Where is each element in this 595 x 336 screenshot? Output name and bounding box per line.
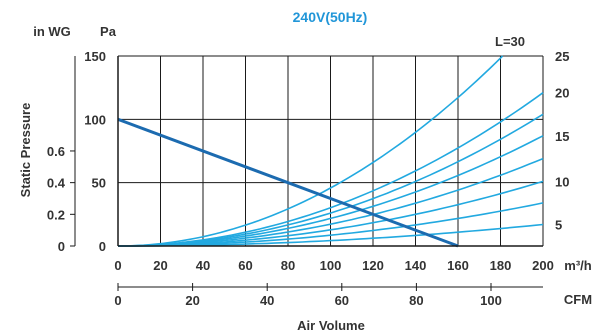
duct-curves — [117, 55, 544, 247]
duct-curve-label: 5 — [555, 217, 562, 232]
y-tick-label: 150 — [84, 49, 106, 64]
x-tick-label: 180 — [490, 258, 512, 273]
fan-curve-line — [117, 117, 459, 248]
chart-title: 240V(50Hz) — [293, 9, 368, 25]
y-secondary-tick-label: 0.4 — [47, 176, 66, 191]
x-tick-label: 140 — [405, 258, 427, 273]
x-secondary-tick-label: 20 — [185, 293, 199, 308]
x-axis-label: Air Volume — [297, 318, 365, 333]
x-tick-label: 160 — [447, 258, 469, 273]
y-axis-label: Static Pressure — [18, 103, 33, 198]
x-tick-label: 120 — [362, 258, 384, 273]
duct-curve-label: 20 — [555, 86, 569, 101]
fan-curve — [117, 117, 459, 248]
x-tick-label: 0 — [114, 258, 121, 273]
x-secondary-tick-label: 0 — [114, 293, 121, 308]
x-tick-label: 80 — [281, 258, 295, 273]
y-secondary-tick-label: 0 — [58, 239, 65, 254]
x-secondary-tick-label: 40 — [260, 293, 274, 308]
duct-curve-label: 15 — [555, 129, 569, 144]
duct-curve — [117, 55, 504, 247]
x-secondary-tick-label: 60 — [335, 293, 349, 308]
y-secondary-tick-label: 0.6 — [47, 144, 65, 159]
x-secondary-unit: CFM — [564, 292, 592, 307]
tick-labels: 5 10 15 20 25 0 0.2 0.4 0.6 0 50 100 150 0 20 40 60 80 100… — [47, 49, 570, 308]
x-unit: m³/h — [564, 258, 592, 273]
x-tick-label: 20 — [153, 258, 167, 273]
x-secondary-tick-label: 100 — [480, 293, 502, 308]
x-tick-label: 100 — [320, 258, 342, 273]
duct-curve-label: 25 — [555, 49, 569, 64]
y-unit: Pa — [100, 24, 117, 39]
y-secondary-tick-label: 0.2 — [47, 207, 65, 222]
annotation-label: L=30 — [495, 34, 525, 49]
y-secondary-unit: in WG — [33, 24, 71, 39]
duct-curve-label: 10 — [555, 174, 569, 189]
axes — [70, 56, 543, 291]
y-tick-label: 0 — [99, 239, 106, 254]
x-tick-label: 60 — [238, 258, 252, 273]
duct-curve — [118, 92, 544, 247]
x-tick-label: 40 — [196, 258, 210, 273]
y-tick-label: 100 — [84, 112, 106, 127]
y-tick-label: 50 — [92, 176, 106, 191]
x-secondary-tick-label: 80 — [409, 293, 423, 308]
x-tick-label: 200 — [532, 258, 554, 273]
